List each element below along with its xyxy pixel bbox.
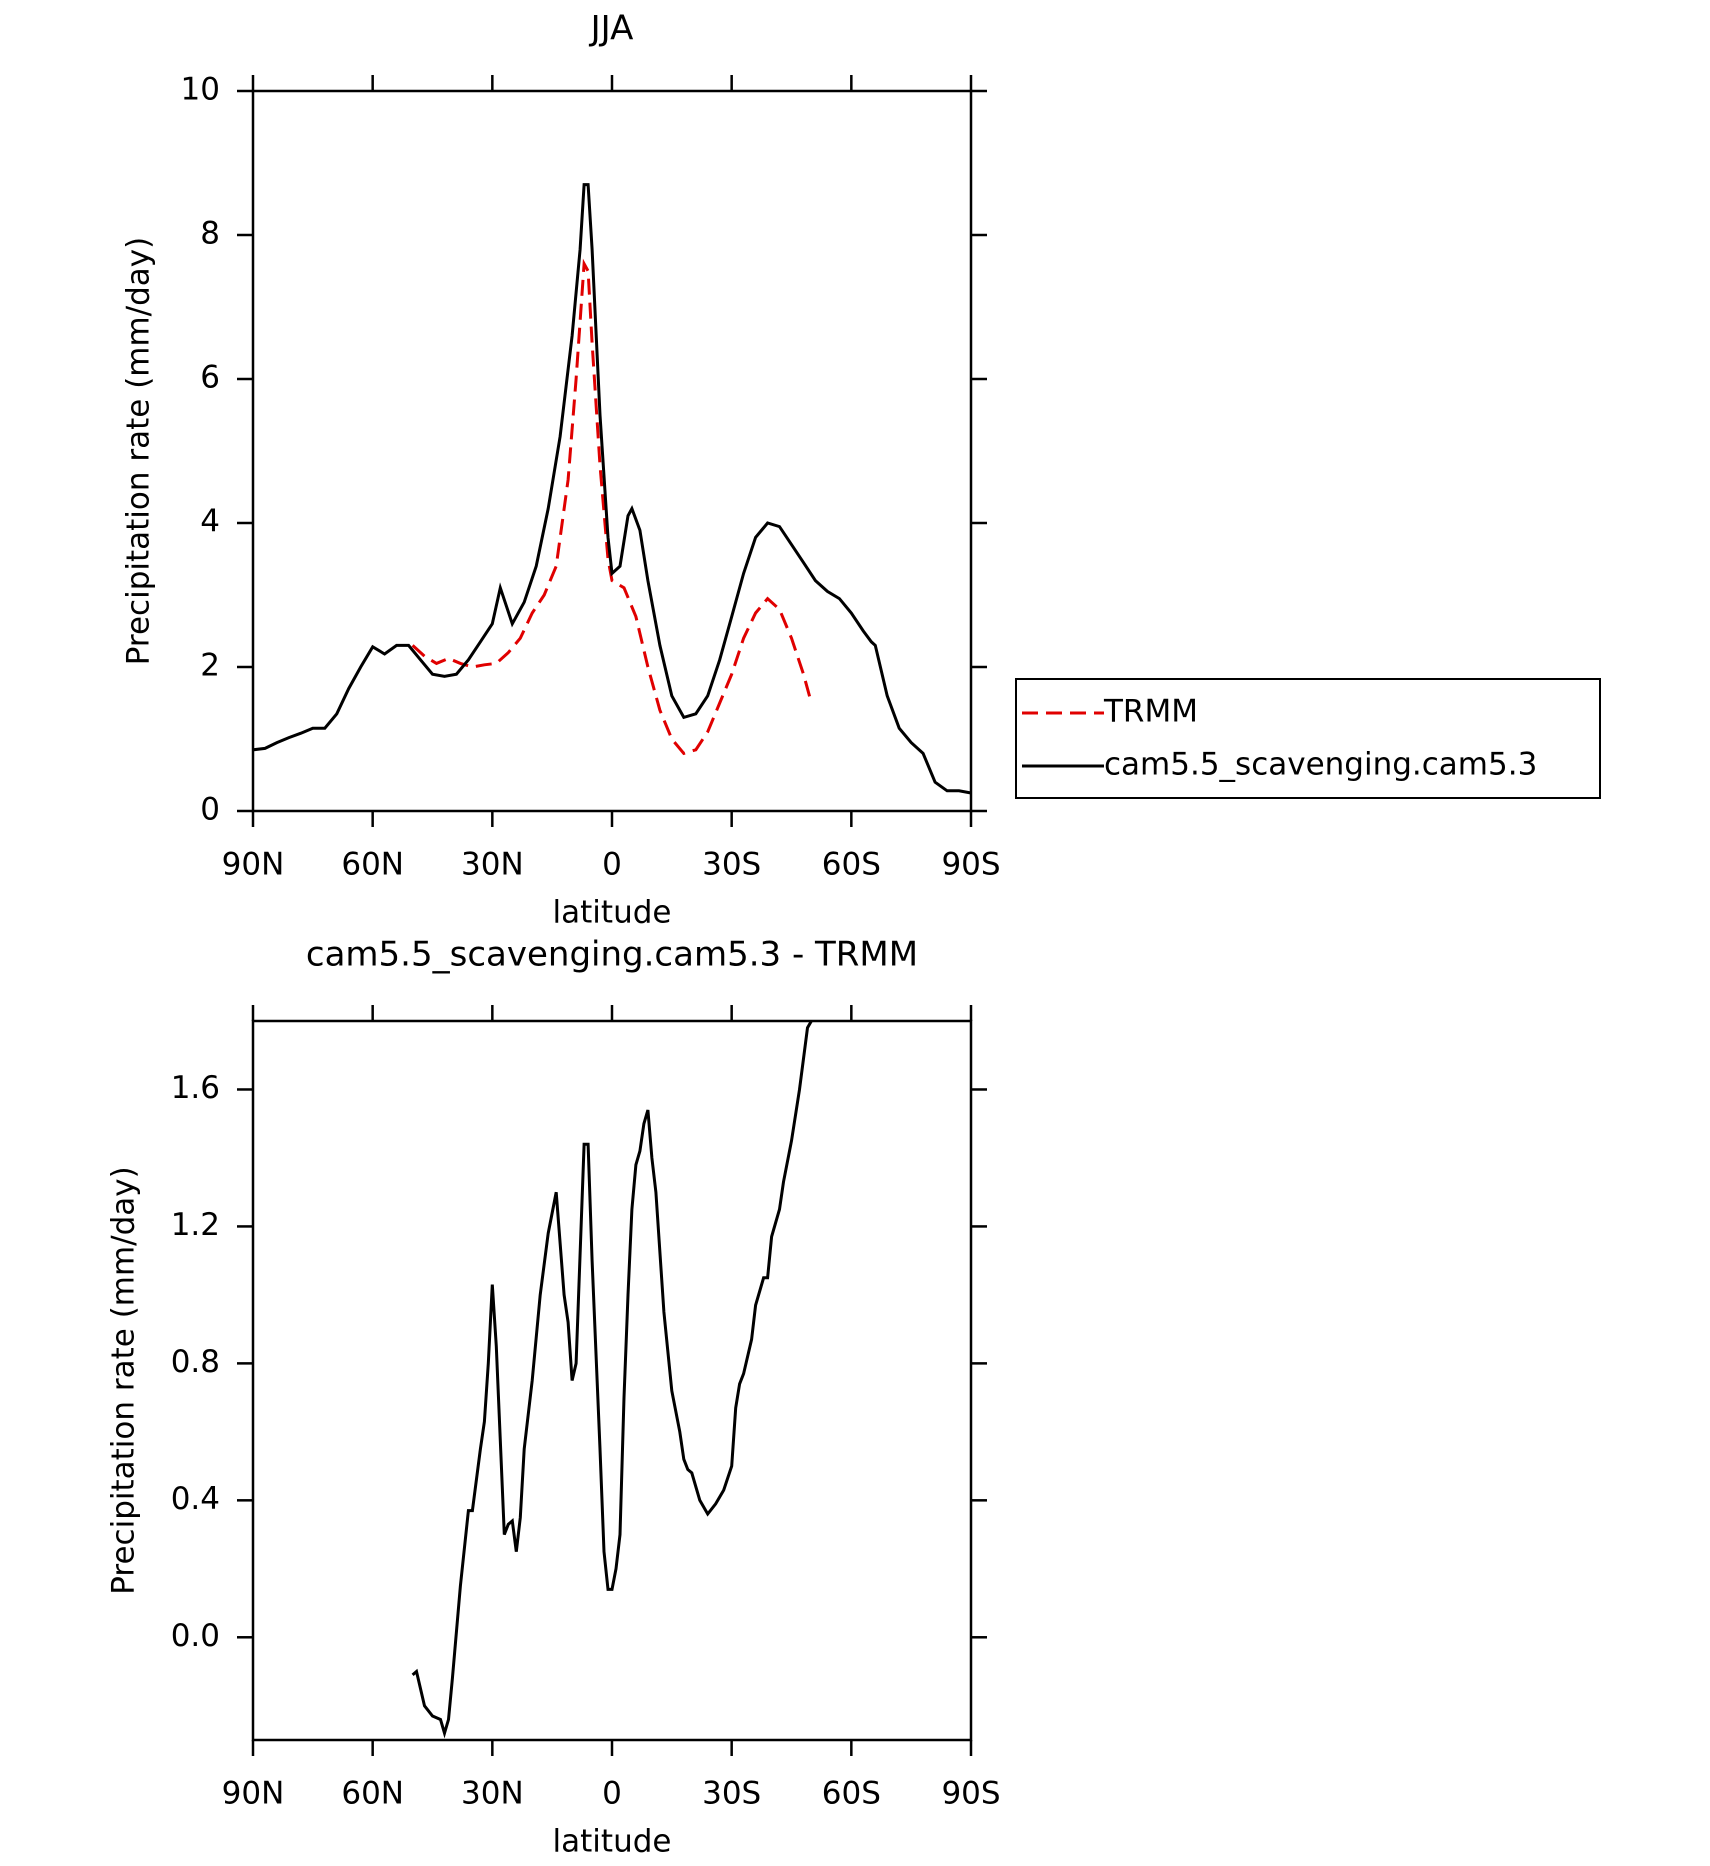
x-tick-label: 90S <box>941 847 1000 883</box>
y-tick-label: 1.6 <box>171 1070 220 1106</box>
x-tick-label: 30N <box>461 1776 524 1812</box>
x-axis-label: latitude <box>553 1824 672 1860</box>
y-tick-label: 0.0 <box>171 1618 220 1654</box>
chart-title: JJA <box>589 9 634 49</box>
x-tick-label: 60N <box>341 1776 404 1812</box>
x-tick-label: 0 <box>602 847 622 883</box>
x-tick-label: 60S <box>822 1776 881 1812</box>
y-tick-label: 0.4 <box>171 1481 220 1517</box>
y-tick-label: 8 <box>200 216 220 252</box>
x-tick-label: 30S <box>702 1776 761 1812</box>
y-tick-label: 0.8 <box>171 1344 220 1380</box>
data-line <box>411 258 813 756</box>
legend-label: cam5.5_scavenging.cam5.3 <box>1104 747 1537 783</box>
y-tick-label: 4 <box>200 504 220 540</box>
x-tick-label: 90N <box>222 1776 285 1812</box>
y-tick-label: 10 <box>181 72 220 108</box>
y-tick-label: 1.2 <box>171 1207 220 1243</box>
y-axis-label: Precipitation rate (mm/day) <box>106 1166 142 1595</box>
y-tick-label: 2 <box>200 648 220 684</box>
y-tick-label: 6 <box>200 360 220 396</box>
x-tick-label: 90S <box>941 1776 1000 1812</box>
x-tick-label: 30N <box>461 847 524 883</box>
plot-frame <box>251 1019 973 1742</box>
x-axis-label: latitude <box>553 895 672 931</box>
legend-label: TRMM <box>1103 694 1198 730</box>
x-tick-label: 0 <box>602 1776 622 1812</box>
x-tick-label: 90N <box>222 847 285 883</box>
y-axis-label: Precipitation rate (mm/day) <box>121 237 157 666</box>
x-tick-label: 60S <box>822 847 881 883</box>
x-tick-label: 30S <box>702 847 761 883</box>
x-tick-label: 60N <box>341 847 404 883</box>
y-tick-label: 0 <box>200 792 220 828</box>
chart-title: cam5.5_scavenging.cam5.3 - TRMM <box>306 935 918 975</box>
data-line <box>252 183 972 795</box>
data-line <box>411 1020 813 1739</box>
plot-frame <box>251 89 973 813</box>
legend-box <box>1015 678 1601 799</box>
